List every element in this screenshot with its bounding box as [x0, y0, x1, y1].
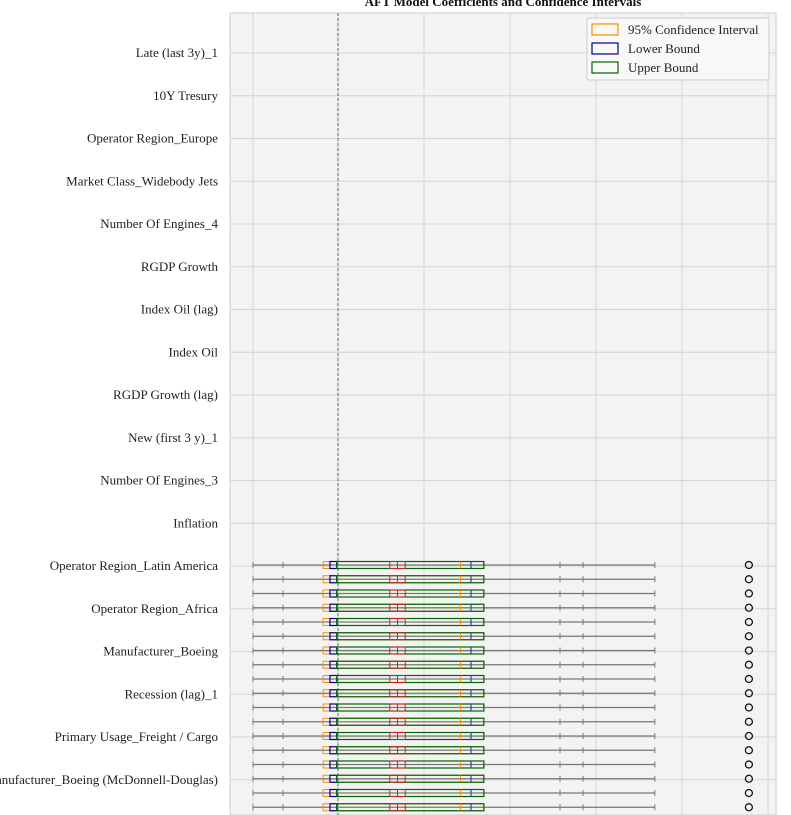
box-row — [252, 646, 754, 655]
outlier-point — [744, 646, 754, 655]
upper-bound-box — [336, 646, 485, 655]
grid-lines — [230, 13, 776, 815]
upper-bound-box — [336, 589, 485, 598]
y-tick-label: RGDP Growth — [141, 259, 219, 274]
y-axis-tick-labels: Late (last 3y)_1 10Y Tresury Operator Regi… — [0, 45, 218, 787]
y-tick-label: Number Of Engines_4 — [100, 216, 218, 231]
box-row — [252, 689, 754, 698]
box-row — [252, 760, 754, 769]
y-tick-label: 10Y Tresury — [153, 88, 218, 103]
legend-label-upper: Upper Bound — [628, 60, 699, 75]
legend: 95% Confidence Interval Lower Bound Uppe… — [586, 17, 770, 81]
upper-bound-box — [336, 760, 485, 769]
upper-bound-box — [336, 617, 485, 627]
upper-bound-box — [336, 788, 485, 798]
box-row — [252, 788, 754, 798]
outlier-point — [744, 703, 754, 712]
outlier-point — [744, 689, 754, 698]
legend-frame — [586, 17, 770, 81]
upper-bound-box — [336, 703, 485, 712]
outlier-point — [744, 603, 754, 612]
y-tick-label: Inflation — [173, 515, 218, 530]
y-tick-label: Number Of Engines_3 — [100, 473, 218, 488]
outlier-point — [744, 560, 754, 570]
upper-bound-box — [336, 731, 485, 741]
legend-swatch-upper — [591, 61, 619, 74]
outlier-point — [744, 760, 754, 769]
upper-bound-box — [336, 560, 485, 570]
box-plot-rows — [252, 560, 754, 812]
outlier-point — [744, 803, 754, 812]
box-row — [252, 603, 754, 612]
box-row — [252, 632, 754, 641]
y-tick-label: RGDP Growth (lag) — [113, 387, 218, 402]
legend-label-ci: 95% Confidence Interval — [628, 22, 759, 37]
outlier-point — [744, 674, 754, 684]
plot-area — [229, 12, 777, 815]
upper-bound-box — [336, 689, 485, 698]
y-tick-label: Index Oil — [169, 344, 219, 359]
y-tick-label: Operator Region_Europe — [87, 131, 218, 146]
box-row — [252, 589, 754, 598]
upper-bound-box — [336, 603, 485, 612]
outlier-point — [744, 632, 754, 641]
y-tick-label: New (first 3 y)_1 — [128, 430, 218, 445]
outlier-point — [744, 589, 754, 598]
y-tick-label: Operator Region_Latin America — [50, 558, 218, 573]
box-row — [252, 660, 754, 669]
y-tick-label: Manufacturer_Boeing — [103, 644, 218, 659]
box-row — [252, 575, 754, 584]
outlier-point — [744, 774, 754, 783]
box-row — [252, 703, 754, 712]
y-tick-label: Manufacturer_Boeing (McDonnell-Douglas) — [0, 772, 218, 787]
box-row — [252, 674, 754, 684]
box-row — [252, 774, 754, 783]
outlier-point — [744, 617, 754, 627]
legend-swatch-ci — [591, 23, 619, 36]
box-row — [252, 803, 754, 812]
y-tick-label: Operator Region_Africa — [91, 601, 218, 616]
outlier-point — [744, 660, 754, 669]
outlier-point — [744, 746, 754, 755]
upper-bound-box — [336, 632, 485, 641]
box-row — [252, 560, 754, 570]
y-tick-label: Recession (lag)_1 — [124, 686, 218, 701]
upper-bound-box — [336, 717, 485, 726]
upper-bound-box — [336, 803, 485, 812]
box-row — [252, 717, 754, 726]
legend-label-lower: Lower Bound — [628, 41, 700, 56]
upper-bound-box — [336, 660, 485, 669]
outlier-point — [744, 575, 754, 584]
legend-swatch-lower — [591, 42, 619, 55]
outlier-point — [744, 717, 754, 726]
box-row — [252, 731, 754, 741]
upper-bound-box — [336, 575, 485, 584]
y-tick-label: Market Class_Widebody Jets — [66, 173, 218, 188]
outlier-point — [744, 731, 754, 741]
upper-bound-box — [336, 774, 485, 783]
outlier-point — [744, 788, 754, 798]
y-tick-label: Primary Usage_Freight / Cargo — [55, 729, 218, 744]
chart-title: AFT Model Coefficients and Confidence In… — [365, 0, 642, 9]
box-row — [252, 617, 754, 627]
upper-bound-box — [336, 674, 485, 684]
y-tick-label: Late (last 3y)_1 — [136, 45, 218, 60]
box-row — [252, 746, 754, 755]
upper-bound-box — [336, 746, 485, 755]
y-tick-label: Index Oil (lag) — [141, 302, 218, 317]
